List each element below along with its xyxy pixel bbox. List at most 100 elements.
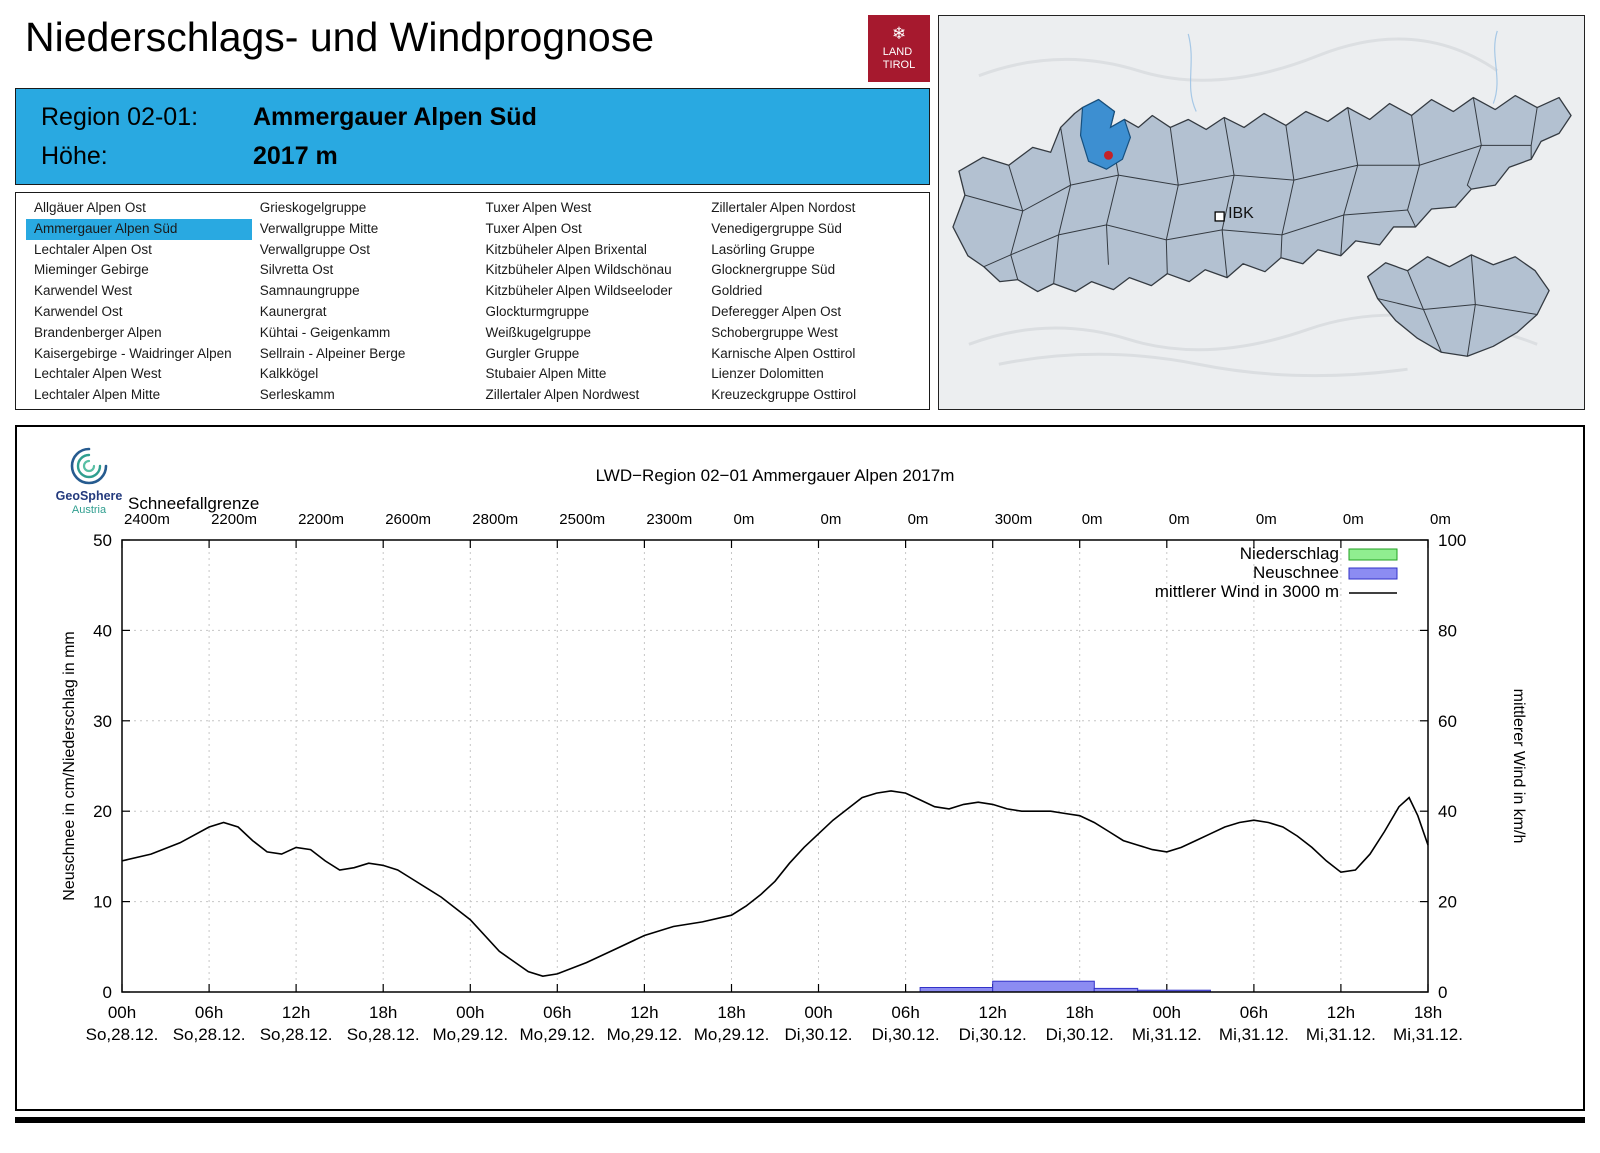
ibk-label: IBK: [1228, 205, 1254, 222]
region-list-item[interactable]: Kühtai - Geigenkamm: [259, 324, 391, 340]
region-list-item[interactable]: Karwendel West: [34, 283, 133, 299]
svg-text:00h: 00h: [804, 1003, 832, 1022]
region-list-item[interactable]: Deferegger Alpen Ost: [711, 303, 842, 319]
region-list-item[interactable]: Kitzbüheler Alpen Brixental: [485, 241, 647, 257]
region-list-item[interactable]: Brandenberger Alpen: [34, 324, 162, 340]
region-list-item[interactable]: Allgäuer Alpen Ost: [34, 200, 146, 215]
svg-text:18h: 18h: [1066, 1003, 1094, 1022]
region-list-item[interactable]: Kalkkögel: [259, 366, 319, 382]
bottom-border: [15, 1117, 1585, 1123]
geosphere-icon: [70, 447, 108, 485]
svg-text:40: 40: [93, 621, 112, 640]
tirol-region-map[interactable]: IBK: [938, 15, 1585, 410]
region-list-item[interactable]: Schobergruppe West: [711, 324, 838, 340]
east-tyrol-shape: [1367, 254, 1550, 357]
region-list-item[interactable]: Tuxer Alpen Ost: [485, 220, 582, 236]
svg-text:18h: 18h: [369, 1003, 397, 1022]
region-label: Region 02-01:: [41, 103, 199, 131]
region-list-item[interactable]: Tuxer Alpen West: [485, 200, 592, 215]
east-tyrol-boundaries: [1377, 254, 1538, 357]
svg-text:12h: 12h: [1327, 1003, 1355, 1022]
geosphere-sub: Austria: [71, 503, 107, 516]
region-list-item[interactable]: Glockturmgruppe: [485, 303, 590, 319]
svg-text:20: 20: [93, 802, 112, 821]
svg-text:60: 60: [1438, 712, 1457, 731]
svg-text:Neuschnee: Neuschnee: [1253, 563, 1339, 582]
svg-text:Di,30.12.: Di,30.12.: [959, 1025, 1027, 1044]
svg-text:100: 100: [1438, 531, 1466, 550]
svg-text:Mi,31.12.: Mi,31.12.: [1306, 1025, 1376, 1044]
svg-text:0m: 0m: [1082, 511, 1103, 528]
region-column: Grieskogelgruppe Verwallgruppe Mitte Verwa…: [252, 198, 478, 409]
region-list-item[interactable]: Stubaier Alpen Mitte: [485, 366, 607, 382]
region-list-item[interactable]: Goldried: [711, 283, 763, 299]
svg-text:Di,30.12.: Di,30.12.: [872, 1025, 940, 1044]
region-list-item[interactable]: Lienzer Dolomitten: [711, 366, 824, 382]
region-list-item[interactable]: Lechtaler Alpen West: [34, 366, 162, 382]
region-list-item[interactable]: Zillertaler Alpen Nordost: [711, 200, 856, 215]
svg-text:00h: 00h: [1153, 1003, 1181, 1022]
tirol-map-svg: IBK: [939, 16, 1584, 409]
region-list-item[interactable]: Kreuzeckgruppe Osttirol: [711, 387, 857, 403]
region-list-item[interactable]: Lasörling Gruppe: [711, 241, 815, 257]
region-list-item[interactable]: Kaunergrat: [259, 303, 327, 319]
svg-text:50: 50: [93, 531, 112, 550]
svg-text:0m: 0m: [821, 511, 842, 528]
region-list-item[interactable]: Kitzbüheler Alpen Wildseeloder: [485, 283, 673, 299]
page-title: Niederschlags- und Windprognose: [25, 14, 655, 60]
region-column: Tuxer Alpen West Tuxer Alpen Ost Kitzbühel…: [478, 198, 704, 409]
selected-region-shape[interactable]: [1079, 98, 1132, 170]
region-list-item[interactable]: Kaisergebirge - Waidringer Alpen: [34, 345, 232, 361]
legend-swatch-niederschlag: [1348, 548, 1398, 561]
logo-line1: LAND: [882, 45, 913, 58]
svg-text:Mo,29.12.: Mo,29.12.: [694, 1025, 770, 1044]
svg-text:0: 0: [103, 983, 112, 1002]
region-list-item[interactable]: Gurgler Gruppe: [485, 345, 580, 361]
region-list-item[interactable]: Karnische Alpen Osttirol: [711, 345, 856, 361]
land-tirol-logo: ❄ LAND TIROL: [868, 15, 930, 82]
ibk-marker: [1214, 211, 1225, 222]
svg-text:Mo,29.12.: Mo,29.12.: [519, 1025, 595, 1044]
svg-text:18h: 18h: [717, 1003, 745, 1022]
svg-text:40: 40: [1438, 802, 1457, 821]
region-list-item[interactable]: Silvretta Ost: [259, 262, 334, 278]
svg-text:0m: 0m: [734, 511, 755, 528]
chart-title: LWD−Region 02−01 Ammergauer Alpen 2017m: [596, 466, 955, 485]
svg-text:2200m: 2200m: [211, 511, 257, 528]
snowline-title: Schneefallgrenze: [128, 494, 259, 513]
region-list-item[interactable]: Verwallgruppe Ost: [259, 241, 371, 257]
region-list-item[interactable]: Venedigergruppe Süd: [711, 220, 842, 236]
svg-text:12h: 12h: [282, 1003, 310, 1022]
svg-text:2300m: 2300m: [646, 511, 692, 528]
geosphere-logo: GeoSphere Austria: [45, 443, 133, 517]
altitude-row: Höhe: 2017 m: [41, 137, 929, 176]
y-right-axis-label: mittlerer Wind in km/h: [1510, 689, 1527, 844]
neuschnee-bar: [992, 980, 1095, 993]
svg-text:10: 10: [93, 893, 112, 912]
svg-text:12h: 12h: [979, 1003, 1007, 1022]
region-list-item[interactable]: Samnaungruppe: [259, 283, 360, 299]
region-list-item[interactable]: Verwallgruppe Mitte: [259, 220, 379, 236]
svg-text:20: 20: [1438, 893, 1457, 912]
svg-text:Mi,31.12.: Mi,31.12.: [1393, 1025, 1463, 1044]
selected-region-marker: [1103, 150, 1113, 160]
svg-text:18h: 18h: [1414, 1003, 1442, 1022]
region-list-item[interactable]: Sellrain - Alpeiner Berge: [259, 345, 406, 361]
svg-text:So,28.12.: So,28.12.: [173, 1025, 246, 1044]
region-list-item[interactable]: Serleskamm: [259, 387, 335, 403]
svg-text:2200m: 2200m: [298, 511, 344, 528]
region-list-item[interactable]: Karwendel Ost: [34, 303, 123, 319]
region-list-item[interactable]: Ammergauer Alpen Süd: [26, 218, 252, 240]
svg-text:80: 80: [1438, 621, 1457, 640]
svg-text:300m: 300m: [995, 511, 1033, 528]
region-list-item[interactable]: Lechtaler Alpen Ost: [34, 241, 152, 257]
forecast-chart-panel: 0 0 10 20 20 40 30 60 40 80 50 100 00h So,28.12. 2400m…: [15, 425, 1585, 1111]
region-row: Region 02-01: Ammergauer Alpen Süd: [41, 98, 929, 137]
region-list-item[interactable]: Weißkugelgruppe: [485, 324, 592, 340]
region-list-item[interactable]: Glocknergruppe Süd: [711, 262, 836, 278]
region-list-item[interactable]: Kitzbüheler Alpen Wildschönau: [485, 262, 672, 278]
region-list-item[interactable]: Zillertaler Alpen Nordwest: [485, 387, 640, 403]
region-list-item[interactable]: Lechtaler Alpen Mitte: [34, 387, 161, 403]
region-list-item[interactable]: Grieskogelgruppe: [259, 200, 367, 215]
region-list-item[interactable]: Mieminger Gebirge: [34, 262, 149, 278]
